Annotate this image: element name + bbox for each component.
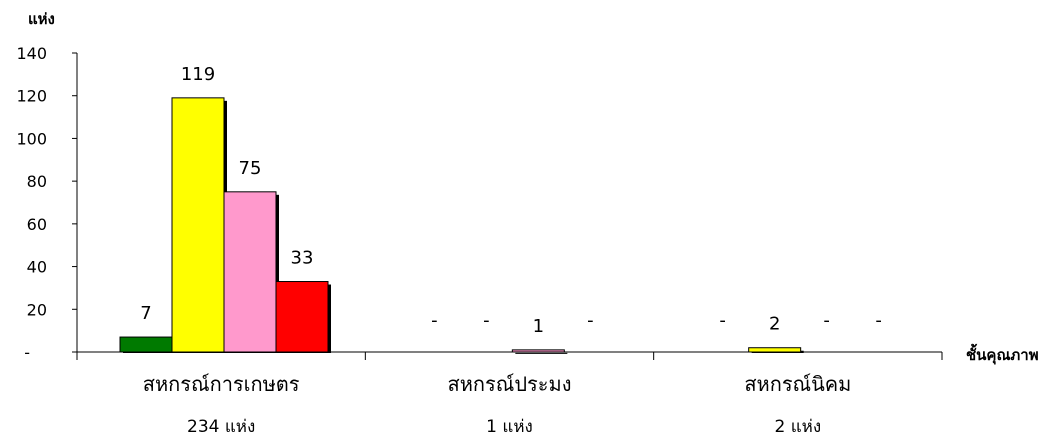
data-label: 1 [533, 316, 544, 337]
y-tick-label: 120 [16, 87, 47, 106]
bar [223, 191, 277, 353]
y-tick-label: 20 [27, 300, 47, 319]
data-label: - [823, 310, 830, 331]
data-label: 2 [769, 314, 780, 335]
bar [748, 347, 802, 353]
data-label: - [875, 310, 882, 331]
y-tick-label: 60 [27, 215, 47, 234]
y-tick-label: 80 [27, 172, 47, 191]
data-label: 75 [239, 158, 262, 179]
y-axis-label: แห่ง [28, 10, 55, 28]
x-category-sublabel: 1 แห่ง [486, 417, 533, 437]
x-category-label: สหกรณ์การเกษตร [143, 372, 300, 396]
data-label: 119 [181, 64, 215, 85]
x-category-sublabel: 2 แห่ง [774, 417, 821, 437]
x-category-label: สหกรณ์ประมง [448, 372, 572, 396]
bar [119, 336, 173, 353]
y-tick-label: 40 [27, 258, 47, 277]
bar-shadow [515, 352, 568, 354]
y-tick-label: 140 [16, 44, 47, 63]
x-category-label: สหกรณ์นิคม [744, 372, 851, 396]
data-label: - [587, 310, 594, 331]
data-label: - [483, 310, 490, 331]
x-axis-label: ชั้นคุณภาพ [966, 343, 1039, 365]
bar [171, 97, 225, 353]
x-category-sublabel: 234 แห่ง [187, 417, 255, 437]
y-tick-label: 100 [16, 129, 47, 148]
data-label: - [431, 310, 438, 331]
y-tick-label: - [24, 343, 30, 362]
data-label: - [719, 310, 726, 331]
bar [275, 281, 329, 353]
data-label: 7 [140, 303, 151, 324]
data-label: 33 [291, 248, 314, 269]
